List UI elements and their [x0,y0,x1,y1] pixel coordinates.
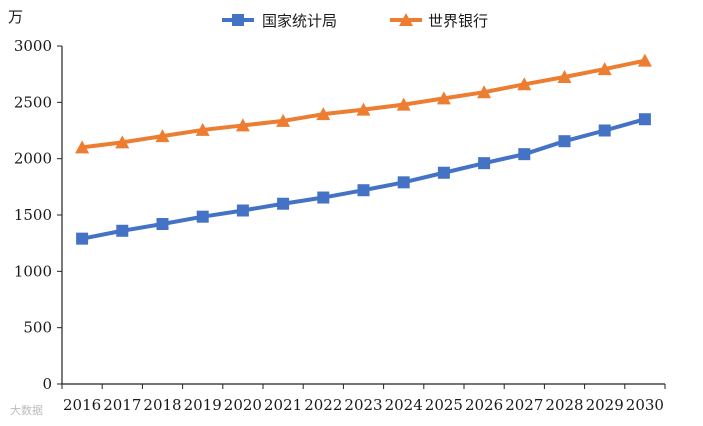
data-point [116,224,129,237]
data-point [317,191,330,204]
x-tick-label: 2018 [143,396,181,414]
data-point [196,210,209,223]
y-tick-label: 3000 [14,37,52,55]
y-tick-label: 2500 [14,93,52,111]
data-point [155,129,170,143]
data-point [597,62,612,76]
data-point [75,140,90,154]
ticks: 0 500 1000 1500 2000 2500 3000 2016 2017 2018 2019… [14,37,666,414]
data-point [156,218,169,231]
axes [61,46,665,385]
data-point [477,85,492,99]
data-point [436,91,451,105]
y-tick-label: 1500 [14,206,52,224]
y-tick-label: 0 [42,375,52,393]
data-point [517,77,532,91]
data-point [437,166,450,179]
x-tick-label: 2029 [586,396,624,414]
data-point [598,124,611,137]
legend-marker [232,14,244,26]
data-point [397,176,410,189]
x-tick-label: 2028 [545,396,583,414]
data-point [115,135,130,149]
series-1 [76,113,651,245]
data-point [518,148,531,161]
x-tick-label: 2027 [505,396,543,414]
data-point [356,102,371,116]
data-point [195,122,210,136]
x-tick-label: 2026 [465,396,503,414]
data-point [396,97,411,111]
y-tick-label: 500 [23,319,52,337]
data-point [76,232,89,245]
x-tick-label: 2025 [425,396,463,414]
y-tick-label: 1000 [14,262,52,280]
data-point [316,107,331,121]
data-point [557,69,572,83]
watermark-text: 大数据 [10,403,43,417]
x-tick-label: 2020 [224,396,262,414]
x-tick-label: 2016 [63,396,101,414]
data-point [277,197,290,210]
data-point [637,53,652,67]
x-tick-label: 2021 [264,396,302,414]
data-point [235,118,250,132]
data-point [558,135,571,148]
data-point [357,184,370,197]
y-axis-label: 万 [8,8,23,26]
x-tick-label: 2024 [385,396,423,414]
legend-label: 世界银行 [428,12,488,30]
x-tick-label: 2019 [184,396,222,414]
x-tick-label: 2022 [304,396,342,414]
legend-marker [399,13,413,26]
x-tick-label: 2023 [344,396,382,414]
series-2 [75,53,652,154]
data-point [638,113,651,126]
legend: 国家统计局 世界银行 [222,12,488,30]
x-tick-label: 2017 [103,396,141,414]
data-point [478,157,491,170]
series-layer [75,53,652,245]
data-point [236,204,249,217]
x-tick-label: 2030 [626,396,664,414]
y-tick-label: 2000 [14,150,52,168]
legend-label: 国家统计局 [262,12,337,30]
data-point [276,113,291,127]
